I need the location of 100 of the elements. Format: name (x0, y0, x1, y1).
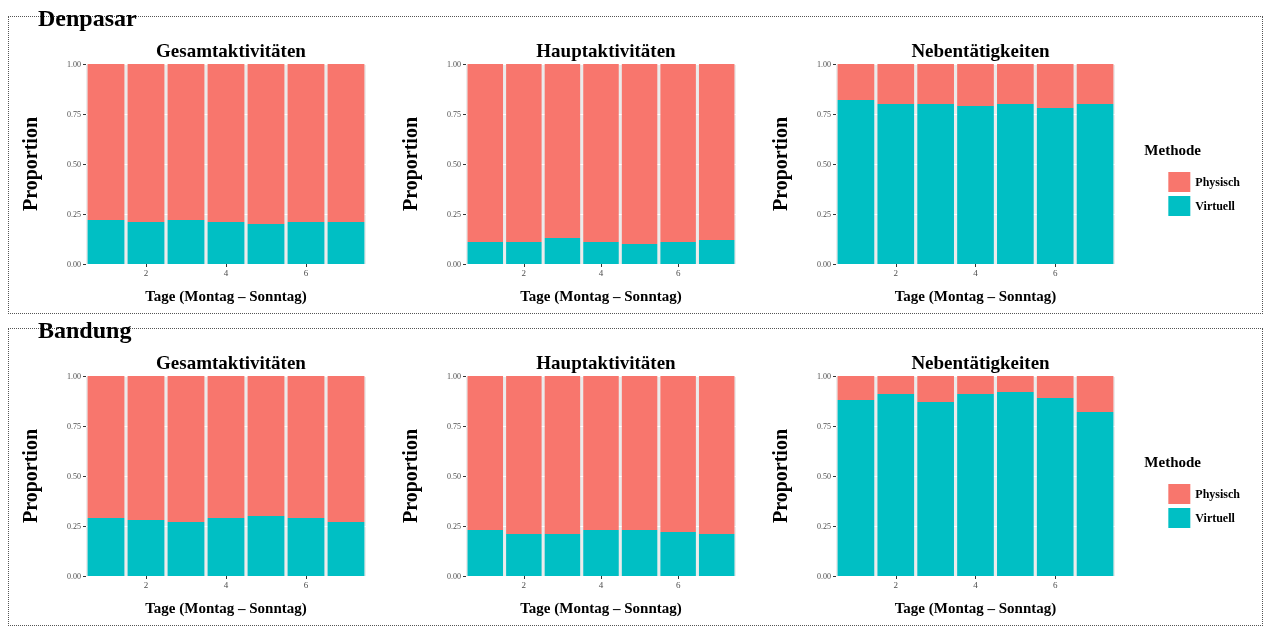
bar (467, 64, 504, 242)
chart-title: Hauptaktivitäten (536, 352, 677, 373)
y-tick-label: 1.00 (447, 371, 461, 381)
bar (87, 64, 125, 220)
chart-title: Gesamtaktivitäten (156, 40, 307, 61)
x-tick-label: 4 (223, 267, 229, 278)
bar (1076, 104, 1114, 264)
y-axis-title: Proportion (399, 428, 422, 524)
y-tick-label: 0.50 (817, 159, 831, 169)
bar (327, 522, 365, 576)
bar (583, 376, 619, 530)
y-tick-label: 1.00 (817, 59, 831, 69)
bar (1076, 64, 1114, 104)
bar (660, 376, 696, 532)
x-tick-label: 6 (1052, 267, 1058, 278)
legend-title: Methode (1144, 141, 1202, 158)
bar (660, 242, 696, 264)
x-tick-label: 6 (1052, 579, 1058, 590)
y-tick-label: 0.75 (67, 421, 81, 431)
legend-label: Physisch (1195, 175, 1241, 189)
x-tick-label: 2 (521, 579, 527, 590)
bar (167, 376, 205, 522)
bar (1036, 398, 1074, 576)
bar (1076, 412, 1114, 576)
x-tick-label: 4 (223, 579, 229, 590)
bar (506, 242, 542, 264)
bar (87, 376, 125, 518)
bar (621, 64, 658, 244)
bar (1036, 108, 1074, 264)
bar (167, 220, 205, 264)
x-tick-label: 4 (598, 579, 604, 590)
bar (327, 222, 365, 264)
y-tick-label: 1.00 (67, 59, 81, 69)
bar (698, 240, 735, 264)
bar (877, 394, 915, 576)
bar (837, 376, 875, 400)
bar (127, 376, 165, 520)
legend-label: Virtuell (1195, 511, 1236, 525)
x-axis-title: Tage (Montag – Sonntag) (145, 599, 307, 617)
y-axis-title: Proportion (769, 428, 792, 524)
x-tick-label: 4 (598, 267, 604, 278)
bar (544, 238, 581, 264)
bar (167, 64, 205, 220)
y-tick-label: 0.50 (67, 159, 81, 169)
x-axis-title: Tage (Montag – Sonntag) (520, 599, 682, 617)
y-tick-label: 0.75 (447, 421, 461, 431)
x-tick-label: 6 (675, 267, 681, 278)
y-tick-label: 0.50 (447, 159, 461, 169)
bar (957, 376, 994, 394)
bar (287, 222, 325, 264)
x-tick-label: 6 (675, 579, 681, 590)
y-tick-label: 0.75 (817, 109, 831, 119)
bar (327, 64, 365, 222)
bar (1036, 64, 1074, 108)
bar (583, 64, 619, 242)
y-tick-label: 0.75 (817, 421, 831, 431)
chart-title: Nebentätigkeiten (911, 40, 1051, 61)
text: Bandung (38, 317, 132, 343)
bar (917, 104, 954, 264)
y-tick-label: 0.50 (817, 471, 831, 481)
y-tick-label: 0.00 (447, 571, 461, 581)
text: Denpasar (38, 5, 138, 31)
y-tick-label: 0.50 (447, 471, 461, 481)
x-tick-label: 4 (973, 267, 979, 278)
bar (247, 224, 285, 264)
bar (660, 532, 696, 576)
y-axis-title: Proportion (769, 116, 792, 212)
x-tick-label: 6 (303, 579, 309, 590)
y-tick-label: 0.00 (817, 259, 831, 269)
bar (621, 530, 658, 576)
bar (957, 64, 994, 106)
legend-label: Virtuell (1195, 199, 1236, 213)
bar (877, 376, 915, 394)
x-axis-title: Tage (Montag – Sonntag) (520, 287, 682, 305)
bar (917, 402, 954, 576)
y-tick-label: 0.00 (817, 571, 831, 581)
bar (327, 376, 365, 522)
y-tick-label: 1.00 (67, 371, 81, 381)
bar (917, 64, 954, 104)
bar (957, 106, 994, 264)
bar (837, 64, 875, 100)
bar (698, 64, 735, 240)
y-axis-title: Proportion (399, 116, 422, 212)
bar (506, 376, 542, 534)
y-tick-label: 0.75 (447, 109, 461, 119)
bar (207, 376, 245, 518)
bar (127, 520, 165, 576)
bar (621, 376, 658, 530)
bar (1076, 376, 1114, 412)
y-tick-label: 1.00 (817, 371, 831, 381)
bar (247, 64, 285, 224)
bar (997, 392, 1034, 576)
y-tick-label: 0.25 (447, 209, 461, 219)
y-tick-label: 0.25 (67, 209, 81, 219)
bar (583, 530, 619, 576)
bar (877, 104, 915, 264)
x-axis-title: Tage (Montag – Sonntag) (894, 287, 1057, 305)
y-tick-label: 0.75 (67, 109, 81, 119)
x-tick-label: 2 (893, 267, 899, 278)
x-tick-label: 2 (521, 267, 527, 278)
